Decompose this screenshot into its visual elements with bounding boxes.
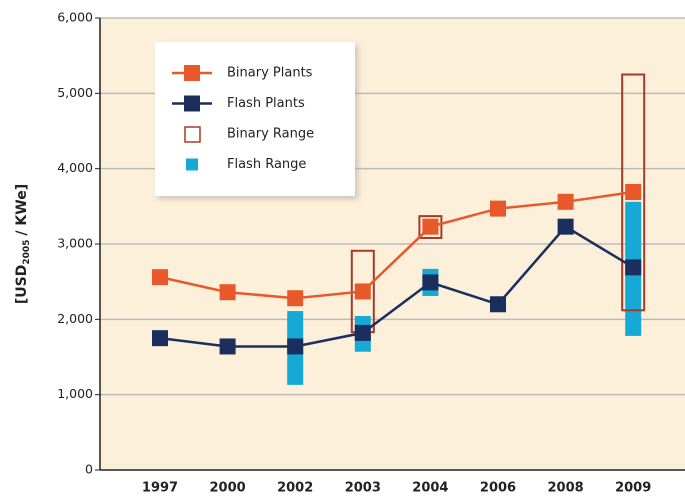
legend-label: Binary Range: [227, 127, 314, 142]
x-tick-label: 2004: [412, 481, 448, 496]
y-tick-label: 2,000: [57, 311, 93, 326]
x-tick-label: 2002: [277, 481, 313, 496]
legend-marker: [184, 95, 200, 112]
y-label-part: / KWe]: [14, 184, 30, 236]
x-tick-label: 2000: [210, 481, 246, 496]
data-point: [557, 218, 574, 235]
x-tick-label: 2003: [345, 481, 381, 496]
data-point: [219, 284, 236, 301]
y-tick-label: 1,000: [57, 386, 93, 401]
series-line: [159, 190, 634, 300]
y-axis-label: [USD2005 / KWe]: [14, 184, 32, 304]
data-point: [287, 290, 304, 307]
legend-marker: [184, 126, 201, 143]
data-point: [557, 193, 574, 210]
legend-marker: [186, 158, 198, 171]
data-point: [354, 324, 371, 341]
legend-label: Flash Range: [227, 157, 306, 172]
y-tick-label: 6,000: [57, 10, 93, 25]
legend-label: Flash Plants: [227, 96, 305, 111]
data-point: [219, 338, 236, 355]
data-point: [152, 269, 168, 286]
x-tick-label: 1997: [142, 481, 178, 496]
y-tick-label: 5,000: [57, 85, 93, 100]
x-tick-label: 2008: [548, 481, 584, 496]
data-point: [422, 218, 439, 235]
y-tick-label: 4,000: [57, 160, 93, 175]
legend: Binary Plants Flash Plants Binary Range Fla…: [155, 42, 355, 196]
binary-range-box: [418, 215, 443, 239]
data-point: [490, 296, 506, 313]
y-label-part: [USD: [14, 265, 30, 304]
y-label-sub: 2005: [22, 240, 32, 265]
data-point: [287, 338, 304, 355]
y-tick-label: 3,000: [57, 236, 93, 251]
x-tick-label: 2009: [615, 481, 651, 496]
data-point: [422, 274, 439, 291]
x-tick-label: 2006: [480, 481, 516, 496]
series-line: [159, 225, 634, 348]
data-point: [625, 184, 642, 201]
legend-label: Binary Plants: [227, 66, 313, 81]
y-tick-label: 0: [85, 462, 93, 477]
data-point: [354, 283, 371, 300]
legend-marker: [184, 65, 200, 81]
data-point: [625, 259, 642, 276]
data-point: [152, 330, 168, 347]
data-point: [490, 200, 506, 217]
